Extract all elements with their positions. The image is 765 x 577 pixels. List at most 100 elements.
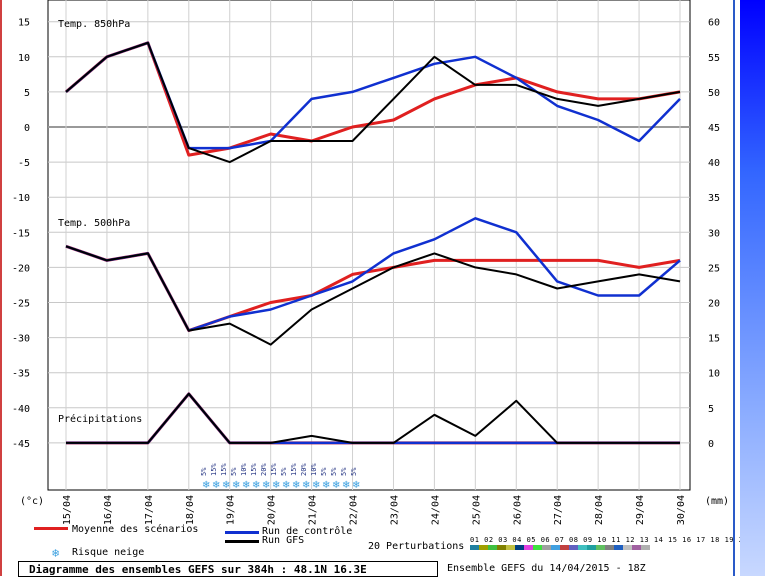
left-tick-label: -30 — [12, 334, 30, 345]
right-tick-label: 0 — [708, 439, 714, 450]
snow-risk-label: 5% — [350, 467, 358, 476]
snow-risk-label: 5% — [320, 467, 328, 476]
right-tick-label: 40 — [708, 158, 720, 169]
legend-mean-line — [34, 527, 68, 530]
legend-perturbations-label: 20 Perturbations — [368, 541, 465, 552]
left-tick-label: -25 — [12, 299, 30, 310]
legend-control-label: Run de contrôle — [262, 526, 353, 537]
snowflake-icon: ❄ — [52, 546, 60, 560]
date-tick-label: 22/04 — [349, 495, 360, 525]
left-tick-label: 0 — [24, 123, 30, 134]
left-tick-label: -35 — [12, 369, 30, 380]
perturbation-numbers: 01 02 03 04 05 06 07 08 09 10 11 12 13 1… — [470, 536, 749, 544]
perturbation-swatch — [542, 545, 551, 550]
footer-title: Diagramme des ensembles GEFS sur 384h : … — [18, 561, 438, 577]
legend-snow-label: Risque neige — [72, 547, 145, 558]
date-tick-label: 17/04 — [144, 495, 155, 525]
date-tick-label: 26/04 — [512, 495, 523, 525]
snow-risk-label: 20% — [260, 463, 268, 476]
plot-frame — [47, 0, 691, 491]
left-tick-label: -15 — [12, 228, 30, 239]
date-tick-label: 30/04 — [676, 495, 687, 525]
snowflake-icon: ❄ — [302, 480, 310, 491]
right-tick-label: 30 — [708, 228, 720, 239]
perturbation-swatch — [578, 545, 587, 550]
legend-gfs-line — [225, 540, 259, 543]
snowflake-icon: ❄ — [332, 480, 340, 491]
right-tick-label: 25 — [708, 263, 720, 274]
snowflake-icon: ❄ — [252, 480, 260, 491]
snowflake-icon: ❄ — [342, 480, 350, 491]
snowflake-icon: ❄ — [242, 480, 250, 491]
perturbation-swatch — [515, 545, 524, 550]
date-tick-label: 23/04 — [389, 495, 400, 525]
right-tick-label: 35 — [708, 193, 720, 204]
snow-risk-label: 15% — [210, 463, 218, 476]
date-tick-label: 24/04 — [430, 495, 441, 525]
footer-run: Ensemble GEFS du 14/04/2015 - 18Z — [447, 563, 646, 574]
perturbation-swatch — [587, 545, 596, 550]
snowflake-icon: ❄ — [232, 480, 240, 491]
left-tick-label: 15 — [18, 18, 30, 29]
snowflake-icon: ❄ — [222, 480, 230, 491]
perturbation-swatch — [596, 545, 605, 550]
legend-gfs-label: Run GFS — [262, 535, 305, 546]
left-tick-label: -40 — [12, 404, 30, 415]
snow-risk-label: 15% — [290, 463, 298, 476]
perturbation-swatch — [641, 545, 650, 550]
snowflake-icon: ❄ — [322, 480, 330, 491]
perturbation-swatch — [506, 545, 515, 550]
panel-label-850: Temp. 850hPa — [58, 19, 131, 30]
series-line — [65, 244, 681, 333]
panel-label-500: Temp. 500hPa — [58, 218, 131, 229]
snow-risk-label: 10% — [310, 463, 318, 476]
date-tick-label: 25/04 — [471, 495, 482, 525]
snow-risk-label: 10% — [240, 463, 248, 476]
snow-risk-label: 15% — [270, 463, 278, 476]
perturbation-swatch — [533, 545, 542, 550]
date-tick-label: 16/04 — [103, 495, 114, 525]
date-tick-label: 27/04 — [553, 495, 564, 525]
right-tick-label: 55 — [708, 53, 720, 64]
series-lines — [65, 41, 681, 445]
snow-risk-label: 5% — [200, 467, 208, 476]
snowflake-icon: ❄ — [262, 480, 270, 491]
snowflake-icon: ❄ — [292, 480, 300, 491]
perturbation-swatch — [551, 545, 560, 550]
right-tick-label: 15 — [708, 334, 720, 345]
perturbation-swatch — [614, 545, 623, 550]
perturbation-swatch — [623, 545, 632, 550]
perturbation-swatch — [479, 545, 488, 550]
right-tick-label: 50 — [708, 88, 720, 99]
date-tick-label: 29/04 — [635, 495, 646, 525]
snow-risk-label: 5% — [230, 467, 238, 476]
sidebar-separator — [733, 0, 735, 576]
snow-risk-label: 15% — [220, 463, 228, 476]
perturbation-swatch — [470, 545, 479, 550]
perturbation-swatches — [470, 545, 650, 551]
snow-risk-label: 5% — [340, 467, 348, 476]
snowflake-icon: ❄ — [212, 480, 220, 491]
left-tick-label: -10 — [12, 193, 30, 204]
left-tick-label: -45 — [12, 439, 30, 450]
left-tick-label: -5 — [18, 158, 30, 169]
date-tick-label: 19/04 — [226, 495, 237, 525]
perturbation-swatch — [524, 545, 533, 550]
legend-mean-label: Moyenne des scénarios — [72, 524, 199, 535]
right-unit-label: (mm) — [705, 496, 730, 507]
right-tick-label: 45 — [708, 123, 720, 134]
right-tick-label: 10 — [708, 369, 720, 380]
snowflake-icon: ❄ — [202, 480, 210, 491]
left-tick-label: 10 — [18, 53, 30, 64]
perturbation-swatch — [497, 545, 506, 550]
series-line — [66, 392, 680, 444]
series-line — [66, 392, 680, 445]
series-line — [65, 41, 681, 164]
color-scale-sidebar — [740, 0, 765, 576]
date-tick-label: 21/04 — [308, 495, 319, 525]
date-tick-label: 15/04 — [62, 495, 73, 525]
right-tick-label: 60 — [708, 18, 720, 29]
date-tick-label: 20/04 — [267, 495, 278, 525]
